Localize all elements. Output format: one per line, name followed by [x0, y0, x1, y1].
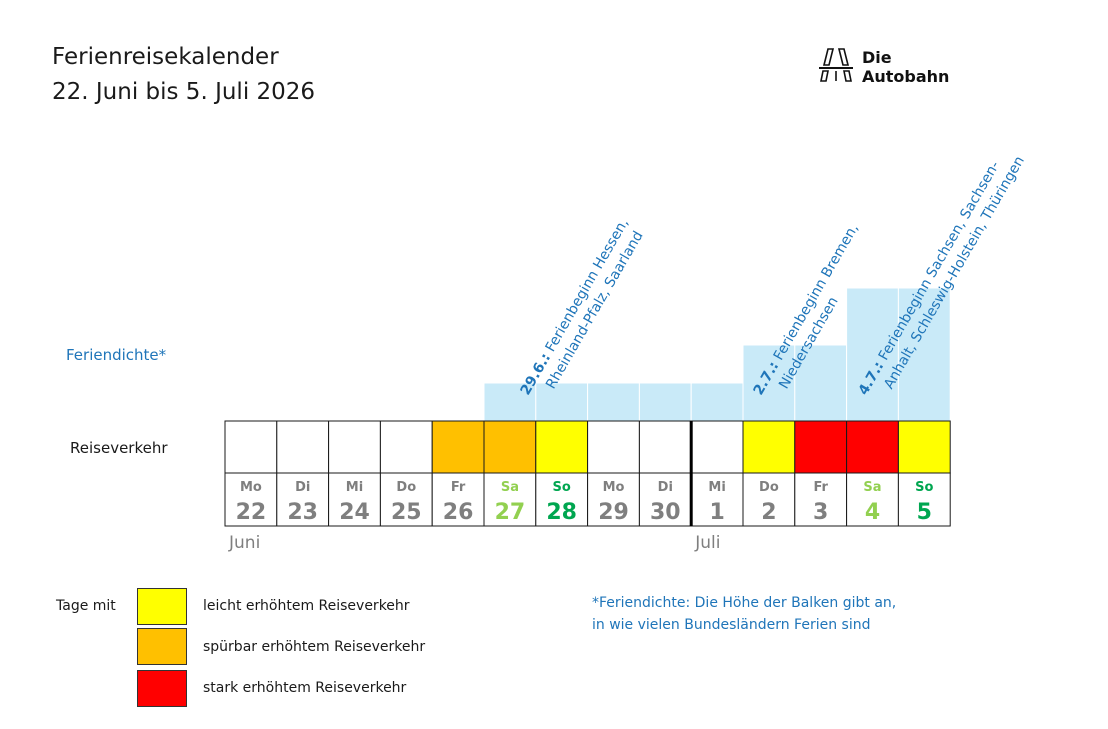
date-cell	[276, 472, 330, 527]
weekday-label: Mo	[603, 480, 625, 495]
date-cell	[794, 472, 848, 527]
legend-swatch-spuerbar	[137, 628, 187, 665]
day-number-label: 26	[443, 500, 474, 525]
weekday-label: Fr	[813, 480, 828, 495]
month-label: Juli	[694, 533, 720, 553]
weekday-label: Mi	[346, 480, 363, 495]
footnote-line-1: *Feriendichte: Die Höhe der Balken gibt …	[592, 595, 897, 611]
annotation-line-1: 29.6.: Ferienbeginn Hessen,	[518, 216, 632, 398]
day-number-label: 1	[709, 500, 724, 525]
day-number-label: 3	[813, 500, 828, 525]
traffic-cell	[742, 420, 796, 474]
legend-swatch-stark	[137, 670, 187, 707]
traffic-cell	[587, 420, 640, 474]
weekday-label: Do	[396, 480, 416, 495]
legend-swatch-leicht	[137, 588, 187, 625]
reiseverkehr-label: Reiseverkehr	[70, 439, 168, 457]
weekday-label: Mi	[708, 480, 725, 495]
traffic-cell	[897, 420, 951, 474]
feriendichte-label: Feriendichte*	[66, 346, 167, 364]
date-cell	[483, 472, 537, 527]
day-number-label: 2	[761, 500, 776, 525]
day-number-label: 24	[339, 500, 370, 525]
weekday-label: Do	[759, 480, 779, 495]
logo-text-line-1: Die	[862, 48, 892, 67]
day-number-label: 5	[917, 500, 932, 525]
weekday-label: Di	[295, 480, 310, 495]
density-bar	[846, 287, 899, 422]
traffic-cell	[431, 420, 485, 474]
day-number-label: 23	[287, 500, 318, 525]
date-cell	[224, 472, 278, 527]
weekday-label: Di	[658, 480, 673, 495]
day-number-label: 30	[650, 500, 681, 525]
weekday-label: Mo	[240, 480, 262, 495]
date-cell	[638, 472, 692, 527]
density-bar	[587, 382, 640, 422]
month-label: Juni	[228, 533, 260, 553]
traffic-cell	[224, 420, 278, 474]
holiday-annotation: 29.6.: Ferienbeginn Hessen,Rheinland-Pfa…	[518, 216, 647, 398]
autobahn-road-icon	[819, 48, 853, 82]
footnote-line-2: in wie vielen Bundesländern Ferien sind	[592, 617, 871, 633]
date-cell	[897, 472, 951, 527]
weekday-label: Sa	[501, 480, 519, 495]
traffic-cell	[535, 420, 589, 474]
legend-prefix: Tage mit	[56, 598, 116, 614]
traffic-cell	[794, 420, 848, 474]
traffic-cell	[846, 420, 899, 474]
traffic-cell	[276, 420, 330, 474]
day-number-label: 25	[391, 500, 422, 525]
legend-label-spuerbar: spürbar erhöhtem Reiseverkehr	[203, 639, 426, 655]
legend-label-leicht: leicht erhöhtem Reiseverkehr	[203, 598, 410, 614]
day-number-label: 4	[865, 500, 880, 525]
date-cell	[379, 472, 433, 527]
title-line-1: Ferienreisekalender	[52, 44, 279, 70]
weekday-label: Fr	[451, 480, 466, 495]
weekday-label: So	[553, 480, 571, 495]
density-bar	[897, 287, 951, 422]
weekday-label: Sa	[863, 480, 881, 495]
density-bar	[638, 382, 692, 422]
density-bar	[794, 344, 848, 422]
traffic-cell	[638, 420, 692, 474]
autobahn-logo: Die Autobahn	[818, 46, 968, 90]
date-cell	[328, 472, 381, 527]
date-cell	[587, 472, 640, 527]
feriendichte-footnote: *Feriendichte: Die Höhe der Balken gibt …	[592, 592, 896, 636]
logo-text-line-2: Autobahn	[862, 67, 950, 86]
day-number-label: 27	[495, 500, 526, 525]
traffic-cell	[379, 420, 433, 474]
density-bar	[690, 382, 744, 422]
chart-title: Ferienreisekalender 22. Juni bis 5. Juli…	[52, 40, 315, 110]
weekday-label: So	[915, 480, 933, 495]
date-cell	[742, 472, 796, 527]
density-bar	[742, 344, 796, 422]
day-number-label: 29	[598, 500, 629, 525]
date-cell	[431, 472, 485, 527]
traffic-cell	[690, 420, 744, 474]
annotation-line-2: Anhalt, Schleswig-Holstein, Thüringen	[881, 154, 1028, 392]
legend-label-stark: stark erhöhtem Reiseverkehr	[203, 680, 407, 696]
title-line-2: 22. Juni bis 5. Juli 2026	[52, 79, 316, 105]
annotation-line-2: Rheinland-Pfalz, Saarland	[543, 229, 647, 392]
traffic-cell	[483, 420, 537, 474]
day-number-label: 22	[236, 500, 267, 525]
day-number-label: 28	[546, 500, 577, 525]
date-cell	[535, 472, 589, 527]
density-bar	[535, 382, 589, 422]
traffic-cell	[328, 420, 381, 474]
